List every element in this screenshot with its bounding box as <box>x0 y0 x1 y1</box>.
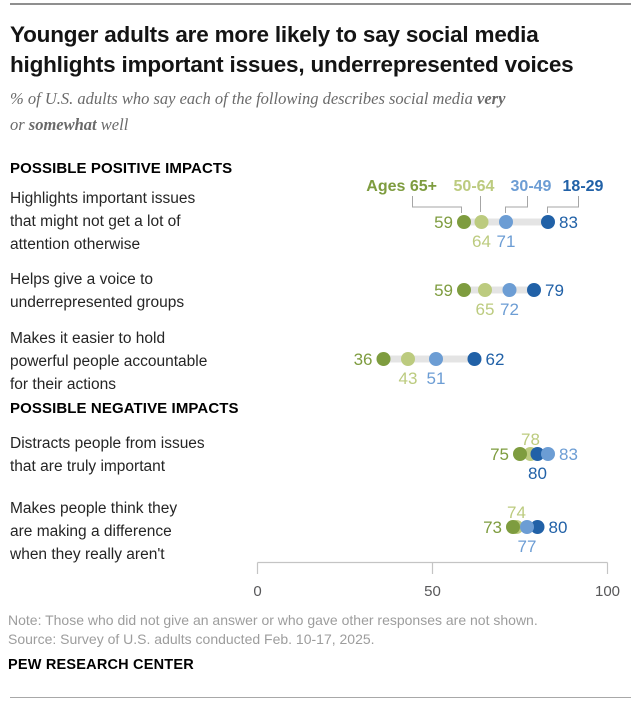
subtitle-segment: well <box>96 115 129 134</box>
age-dot <box>527 283 541 297</box>
value-label: 72 <box>500 300 519 319</box>
axis-tick-label: 50 <box>424 583 441 600</box>
chart-subtitle: % of U.S. adults who say each of the fol… <box>10 86 630 138</box>
value-label: 83 <box>559 213 578 232</box>
legend-label: 18-29 <box>563 178 604 195</box>
age-dot <box>502 283 517 297</box>
age-dot <box>429 352 443 366</box>
age-dot <box>513 447 527 461</box>
age-dot <box>506 520 520 534</box>
value-label: 62 <box>486 350 505 369</box>
row-label: Highlights important issues that might n… <box>10 190 196 253</box>
legend-label: Ages 65+ <box>366 178 437 195</box>
value-label: 80 <box>528 464 547 483</box>
subtitle-bold-somewhat: somewhat <box>28 115 97 134</box>
note-text: Note: Those who did not give an answer o… <box>8 612 538 647</box>
value-label: 83 <box>559 445 578 464</box>
age-dot <box>474 215 489 229</box>
value-label: 75 <box>490 445 509 464</box>
value-label: 78 <box>521 430 540 449</box>
source-org: PEW RESEARCH CENTER <box>8 657 194 673</box>
chart-title: Younger adults are more likely to say so… <box>10 22 574 77</box>
value-label: 65 <box>476 300 495 319</box>
top-divider <box>10 3 631 5</box>
value-label: 77 <box>518 537 537 556</box>
value-label: 73 <box>483 518 502 537</box>
value-label: 74 <box>507 503 526 522</box>
age-dot <box>530 447 545 461</box>
age-dot <box>467 352 482 366</box>
value-label: 36 <box>354 350 373 369</box>
value-label: 43 <box>399 369 418 388</box>
age-dot <box>401 352 415 366</box>
axis-tick-label: 0 <box>253 583 261 600</box>
row-label: Makes it easier to hold powerful people … <box>10 330 208 393</box>
row-label: Makes people think they are making a dif… <box>10 500 178 563</box>
value-label: 80 <box>549 518 568 537</box>
legend-label: 30-49 <box>511 178 552 195</box>
bottom-divider <box>10 697 631 698</box>
age-dot <box>376 352 391 366</box>
age-dot <box>530 520 545 534</box>
age-dot <box>520 520 534 534</box>
age-dot <box>541 215 555 229</box>
legend-leader-line <box>505 196 528 213</box>
axis-tick-label: 100 <box>595 583 620 600</box>
section-header: POSSIBLE POSITIVE IMPACTS <box>10 160 233 177</box>
row-label: Helps give a voice to underrepresented g… <box>10 271 185 311</box>
row-label: Distracts people from issues that are tr… <box>10 435 205 475</box>
value-label: 59 <box>434 281 453 300</box>
value-label: 59 <box>434 213 453 232</box>
age-dot <box>457 283 471 297</box>
age-dot <box>478 283 492 297</box>
legend-leader-line <box>547 196 579 213</box>
age-dot <box>541 447 555 461</box>
value-label: 71 <box>497 232 516 251</box>
subtitle-segment: % of U.S. adults who say each of the fol… <box>10 89 477 108</box>
age-dot <box>457 215 471 229</box>
legend-leader-line <box>412 196 462 213</box>
value-label: 51 <box>427 369 446 388</box>
value-label: 79 <box>545 281 564 300</box>
section-header: POSSIBLE NEGATIVE IMPACTS <box>10 400 239 417</box>
subtitle-segment: or <box>10 115 29 134</box>
age-dot <box>499 215 513 229</box>
value-label: 64 <box>472 232 491 251</box>
subtitle-bold-very: very <box>477 89 506 108</box>
legend-label: 50-64 <box>454 178 495 195</box>
